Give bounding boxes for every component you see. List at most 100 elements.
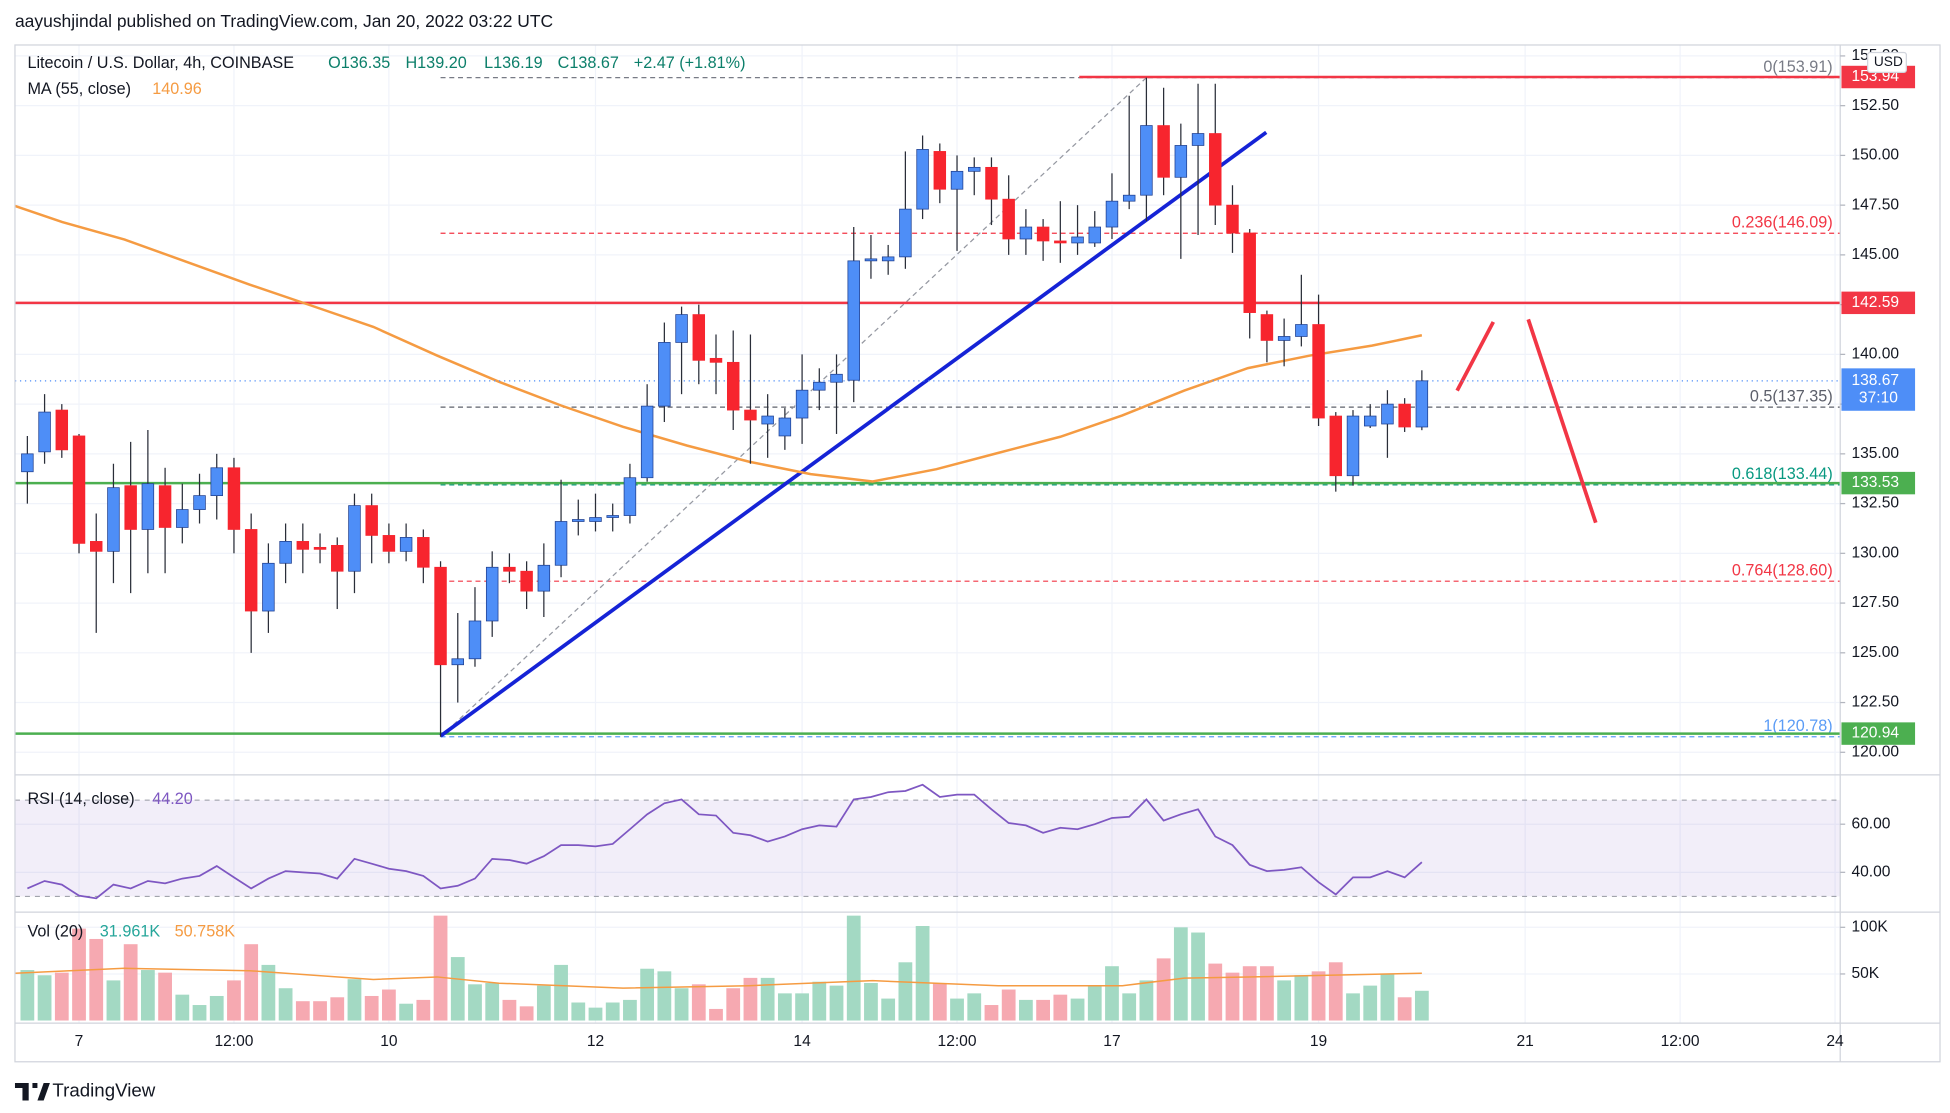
candle-body: [830, 373, 843, 383]
candle-body: [434, 566, 447, 666]
y-tick-label: 125.00: [1851, 644, 1899, 661]
candle-body: [296, 541, 310, 550]
volume-bar: [1105, 966, 1119, 1021]
volume-bar: [261, 964, 276, 1021]
volume-bar: [1242, 966, 1257, 1021]
candle-body: [1002, 198, 1015, 240]
rsi-line: [27, 783, 1423, 900]
candle-body: [985, 166, 998, 200]
ohlc-close: C138.67: [558, 54, 619, 72]
candle-body: [1381, 403, 1394, 425]
volume-bar: [519, 1006, 534, 1021]
candle-body: [503, 566, 516, 572]
volume-bar: [674, 988, 689, 1021]
grid: [14, 44, 1841, 1024]
volume-bar: [1019, 999, 1033, 1021]
volume-bar: [1122, 993, 1137, 1021]
y-tick-label: 40.00: [1851, 863, 1890, 880]
volume-bar: [1173, 927, 1188, 1021]
price-tag: [1841, 722, 1916, 745]
volume-bar: [227, 980, 241, 1021]
y-tick-label: 145.00: [1851, 246, 1899, 263]
volume-bar: [864, 983, 878, 1021]
candle-body: [485, 566, 499, 622]
candle-body: [658, 342, 671, 407]
x-tick-label: 24: [1826, 1033, 1844, 1050]
volume-bar: [468, 984, 482, 1021]
candle-body: [382, 535, 396, 552]
volume-bar: [777, 993, 792, 1021]
volume-bar: [588, 1007, 603, 1021]
volume-bar: [691, 984, 706, 1021]
candle-body: [331, 544, 344, 572]
price-tag-label: 120.94: [1851, 725, 1899, 742]
y-tick-label: 120.00: [1851, 743, 1899, 760]
volume-bar: [1311, 971, 1326, 1021]
volume-bar: [812, 981, 827, 1021]
arrow-line: [1455, 321, 1495, 392]
candle-body: [1295, 324, 1308, 337]
fib-label: 1(120.78): [1763, 717, 1832, 735]
last-price-label: 138.67: [1851, 372, 1899, 389]
candle-body: [1191, 133, 1205, 146]
candle-body: [1277, 336, 1291, 341]
x-tick-label: 12:00: [938, 1033, 977, 1050]
volume-bar: [106, 980, 121, 1021]
y-tick-label: 127.50: [1851, 594, 1899, 611]
candle-body: [933, 151, 947, 190]
candle-body: [279, 541, 292, 564]
candle-body: [90, 541, 103, 552]
currency: USD: [1874, 54, 1903, 69]
candle-body: [451, 658, 464, 666]
candle-body: [244, 529, 258, 612]
ohlc-open: O136.35: [328, 54, 390, 72]
price-tag: [1841, 291, 1916, 315]
x-tick-label: 12:00: [1661, 1033, 1700, 1050]
x-tick-label: 12:00: [214, 1033, 253, 1050]
candle-body: [572, 519, 585, 522]
candle-body: [348, 505, 361, 572]
candle-body: [141, 483, 155, 530]
arrow-line: [1526, 318, 1598, 524]
candle-body: [554, 521, 568, 566]
volume-bar: [347, 979, 362, 1021]
x-tick-label: 10: [380, 1033, 398, 1050]
candle-body: [950, 170, 964, 190]
candle-body: [38, 411, 51, 453]
candle-body: [537, 564, 551, 592]
volume-bar: [1397, 997, 1412, 1021]
volume-bar: [1328, 962, 1343, 1021]
candle-body: [107, 487, 120, 552]
y-tick-label: 147.50: [1851, 196, 1899, 213]
y-tick-label: 100K: [1851, 918, 1888, 935]
candle-body: [313, 546, 327, 550]
frame: [14, 44, 1941, 1063]
vol-value: 31.961K: [100, 922, 161, 940]
candle-body: [1174, 145, 1188, 178]
change: +2.47 (+1.81%): [634, 54, 746, 72]
volume-bar: [330, 997, 345, 1021]
volume-bar: [175, 994, 190, 1021]
last-price-tag: [1841, 368, 1916, 411]
candle-body: [709, 357, 723, 363]
footer: TradingView: [14, 1080, 156, 1101]
candle-body: [640, 405, 654, 479]
volume-bar: [536, 985, 551, 1021]
volume-bar: [433, 915, 448, 1021]
volume-bar: [158, 972, 172, 1021]
volume-bar: [37, 975, 52, 1021]
volume-bar: [1225, 972, 1240, 1021]
volume-bar: [54, 972, 69, 1021]
candle-body: [1054, 240, 1067, 244]
volume-bar: [399, 1003, 414, 1021]
y-tick-label: 50K: [1851, 965, 1879, 982]
candle-body: [1260, 314, 1274, 341]
volume-bar: [1260, 966, 1274, 1021]
rsi-pane: [14, 783, 1841, 900]
y-tick-label: 152.50: [1851, 97, 1899, 114]
volume-bar: [1036, 999, 1050, 1021]
volume-bar: [123, 944, 138, 1021]
volume-bar: [760, 977, 775, 1021]
fib-label: 0.236(146.09): [1732, 214, 1833, 232]
